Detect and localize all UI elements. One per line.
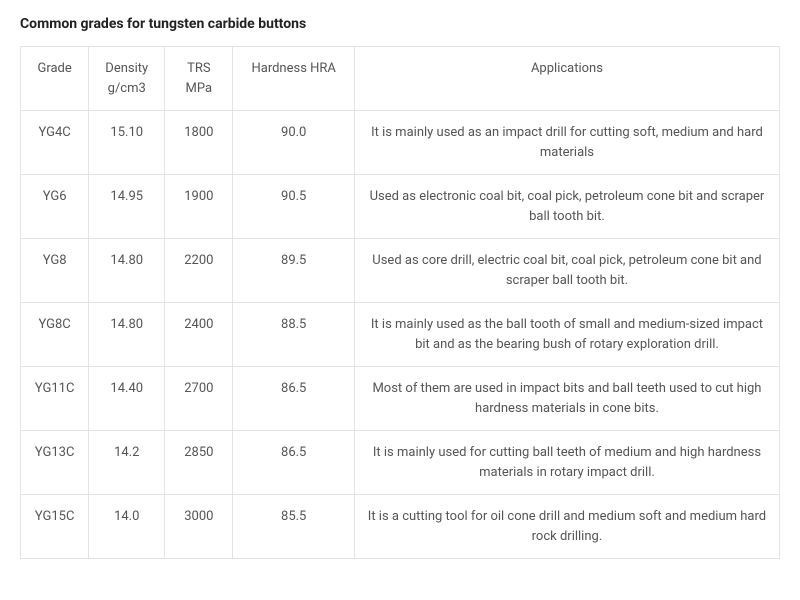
cell-density: 15.10 (89, 111, 165, 175)
cell-hardness: 86.5 (233, 367, 354, 431)
cell-grade: YG8C (21, 303, 89, 367)
cell-applications: It is mainly used as the ball tooth of s… (354, 303, 779, 367)
cell-hardness: 90.0 (233, 111, 354, 175)
cell-grade: YG15C (21, 495, 89, 559)
cell-hardness: 88.5 (233, 303, 354, 367)
cell-grade: YG4C (21, 111, 89, 175)
cell-hardness: 86.5 (233, 431, 354, 495)
cell-applications: Used as core drill, electric coal bit, c… (354, 239, 779, 303)
table-row: YG814.80220089.5Used as core drill, elec… (21, 239, 780, 303)
cell-trs: 1900 (165, 175, 233, 239)
cell-applications: It is a cutting tool for oil cone drill … (354, 495, 779, 559)
cell-trs: 2400 (165, 303, 233, 367)
col-header-applications: Applications (354, 47, 779, 111)
table-row: YG13C14.2285086.5It is mainly used for c… (21, 431, 780, 495)
table-body: YG4C15.10180090.0It is mainly used as an… (21, 111, 780, 559)
cell-grade: YG13C (21, 431, 89, 495)
cell-density: 14.80 (89, 303, 165, 367)
cell-hardness: 85.5 (233, 495, 354, 559)
table-header-row: Grade Density g/cm3 TRS MPa Hardness HRA… (21, 47, 780, 111)
cell-applications: Most of them are used in impact bits and… (354, 367, 779, 431)
cell-density: 14.0 (89, 495, 165, 559)
cell-density: 14.40 (89, 367, 165, 431)
cell-trs: 2700 (165, 367, 233, 431)
cell-applications: Used as electronic coal bit, coal pick, … (354, 175, 779, 239)
col-header-trs: TRS MPa (165, 47, 233, 111)
cell-density: 14.95 (89, 175, 165, 239)
cell-trs: 2850 (165, 431, 233, 495)
cell-grade: YG11C (21, 367, 89, 431)
table-row: YG11C14.40270086.5Most of them are used … (21, 367, 780, 431)
table-row: YG8C14.80240088.5It is mainly used as th… (21, 303, 780, 367)
cell-applications: It is mainly used as an impact drill for… (354, 111, 779, 175)
grades-table: Grade Density g/cm3 TRS MPa Hardness HRA… (20, 46, 780, 559)
table-row: YG614.95190090.5Used as electronic coal … (21, 175, 780, 239)
table-row: YG4C15.10180090.0It is mainly used as an… (21, 111, 780, 175)
cell-trs: 1800 (165, 111, 233, 175)
cell-grade: YG6 (21, 175, 89, 239)
cell-grade: YG8 (21, 239, 89, 303)
cell-hardness: 90.5 (233, 175, 354, 239)
cell-trs: 2200 (165, 239, 233, 303)
cell-density: 14.2 (89, 431, 165, 495)
col-header-grade: Grade (21, 47, 89, 111)
page-title: Common grades for tungsten carbide butto… (20, 16, 780, 32)
table-row: YG15C14.0300085.5It is a cutting tool fo… (21, 495, 780, 559)
col-header-density: Density g/cm3 (89, 47, 165, 111)
cell-trs: 3000 (165, 495, 233, 559)
col-header-hardness: Hardness HRA (233, 47, 354, 111)
cell-density: 14.80 (89, 239, 165, 303)
cell-hardness: 89.5 (233, 239, 354, 303)
cell-applications: It is mainly used for cutting ball teeth… (354, 431, 779, 495)
